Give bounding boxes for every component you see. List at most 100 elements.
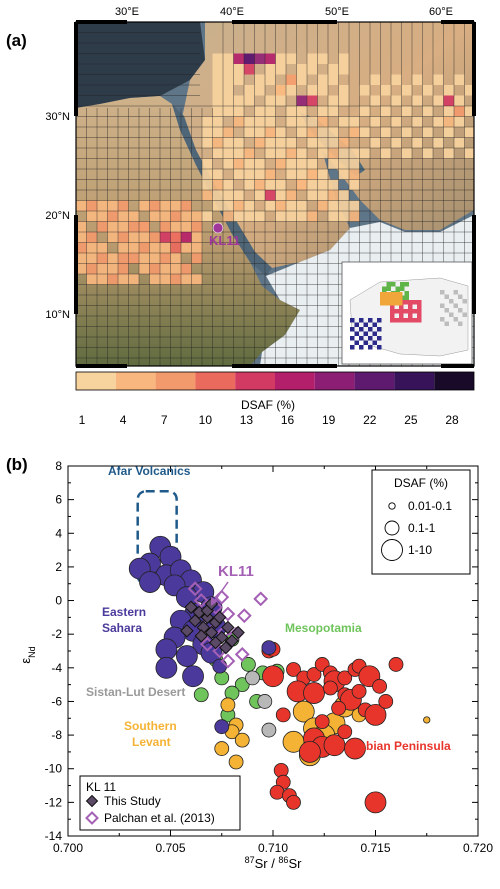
inset-map [341, 261, 473, 365]
colorbar-tick-label: 4 [120, 413, 127, 427]
panel-b-label: (b) [6, 455, 28, 474]
sistan-point [245, 670, 260, 686]
x-tick-label: 0.710 [258, 841, 288, 855]
colorbar-swatch [394, 372, 435, 390]
kl11-this-study-point [188, 614, 202, 628]
kl11-palchan-point [236, 608, 252, 624]
colorbar-tick-label: 16 [281, 413, 295, 427]
size-legend-entry: 1-10 [408, 543, 432, 557]
arabian-point [331, 700, 347, 716]
eastern-sahara-point [155, 638, 178, 661]
arabian-point [275, 707, 291, 723]
colorbar-swatch [76, 372, 116, 390]
arabian-point [286, 662, 301, 677]
kl11-this-study-point [208, 635, 223, 650]
colorbar-tick-label: 10 [199, 413, 213, 427]
kl11-site-label: KL11 [209, 233, 240, 248]
kl11-site-marker [212, 222, 224, 234]
region-label-eastern-sahara: Eastern Sahara [102, 605, 146, 635]
mesopotamia-point [234, 677, 250, 693]
levant-point [234, 732, 250, 748]
x-tick-label: 0.705 [155, 841, 185, 855]
kl11-this-study-point [204, 625, 219, 640]
kl11-this-study-point [184, 600, 198, 614]
colorbar-tick-label: 22 [363, 413, 377, 427]
size-legend-title: DSAF (%) [394, 476, 448, 490]
levant-point [220, 697, 236, 713]
y-tick-label: 4 [55, 526, 62, 540]
kl11-this-study-point [221, 620, 235, 635]
arabian-point [298, 741, 321, 763]
kl11-this-study-point [225, 634, 239, 648]
kl11-legend-this-study-symbol [85, 794, 99, 808]
kl11-palchan-point [253, 591, 269, 607]
levant-point [423, 716, 431, 724]
lat-tick-10n: 10°N [45, 309, 70, 321]
y-tick-label: 0 [55, 594, 62, 608]
y-tick-label: 6 [55, 493, 62, 507]
kl11-this-study-point [194, 629, 208, 643]
levant-point [292, 700, 315, 723]
map-red-sea [172, 104, 272, 276]
scatter-chart: 0.700 0.705 0.710 0.715 0.720 -14 -12 -10 -8 -6 -4… [18, 459, 493, 871]
lon-tick-30e: 30°E [115, 6, 139, 18]
kl11-legend-this-study: This Study [104, 794, 161, 808]
sistan-point [257, 694, 273, 709]
eastern-sahara-point [212, 658, 228, 674]
size-legend-symbol [384, 520, 400, 536]
lat-tick-20n: 20°N [45, 210, 70, 222]
map-frame-ticks [74, 20, 476, 368]
size-legend-entry: 0.1-1 [408, 521, 436, 535]
colorbar-swatch [115, 372, 156, 390]
colorbar-swatch [195, 372, 236, 390]
x-tick-label: 0.715 [360, 841, 390, 855]
sistan-point [261, 722, 277, 738]
kl11-legend-palchan: Palchan et al. (2013) [104, 811, 215, 825]
arabian-point [372, 678, 388, 694]
map-area: KL11 [76, 22, 474, 366]
size-legend-symbol [388, 502, 396, 510]
arabian-point [286, 794, 301, 810]
colorbar-tick-label: 28 [445, 413, 459, 427]
lon-tick-60e: 60°E [429, 6, 453, 18]
map-mediterranean [76, 22, 205, 108]
lat-tick-labels: 30°N 20°N 10°N [45, 111, 70, 321]
arabian-point [337, 670, 353, 686]
y-tick-label: 2 [55, 560, 62, 574]
arabian-point [351, 683, 367, 699]
arabian-point [322, 680, 338, 696]
kl11-arrowhead [211, 597, 218, 606]
y-axis-label: εNd [18, 646, 37, 663]
colorbar-title: DSAF (%) [241, 398, 295, 412]
colorbar-swatch [314, 372, 355, 390]
levant-point [228, 754, 244, 770]
kl11-palchan-point [187, 581, 203, 597]
arabian-point [262, 665, 284, 688]
arabian-point [269, 784, 285, 800]
mesopotamia-point [240, 657, 256, 672]
region-label-mesopotamia: Mesopotamia [285, 621, 362, 635]
kl11-this-study-point [231, 625, 245, 640]
y-tick-label: -14 [45, 829, 63, 843]
eastern-sahara-point [182, 665, 204, 688]
mesopotamia-point [193, 687, 209, 703]
size-legend-symbol [381, 539, 403, 561]
arabian-point [303, 682, 325, 704]
x-tick-label: 0.720 [463, 841, 493, 855]
arabian-point [378, 694, 394, 709]
colorbar-swatch [354, 372, 395, 390]
kl11-this-study-point [212, 610, 227, 625]
colorbar-tick-label: 19 [322, 413, 336, 427]
y-tick-label: -6 [51, 694, 62, 708]
eastern-sahara-point [155, 656, 178, 679]
kl11-legend-box [79, 775, 241, 831]
kl11-arrow [213, 581, 229, 603]
arabian-point [337, 724, 353, 740]
y-tick-label: 8 [55, 459, 62, 473]
eastern-sahara-point [214, 719, 230, 735]
colorbar-tick-label: 1 [79, 413, 86, 427]
lon-tick-40e: 40°E [220, 6, 244, 18]
colorbar: 1 4 7 10 13 16 19 22 25 28 [75, 371, 475, 427]
colorbar-tick-label: 25 [404, 413, 418, 427]
